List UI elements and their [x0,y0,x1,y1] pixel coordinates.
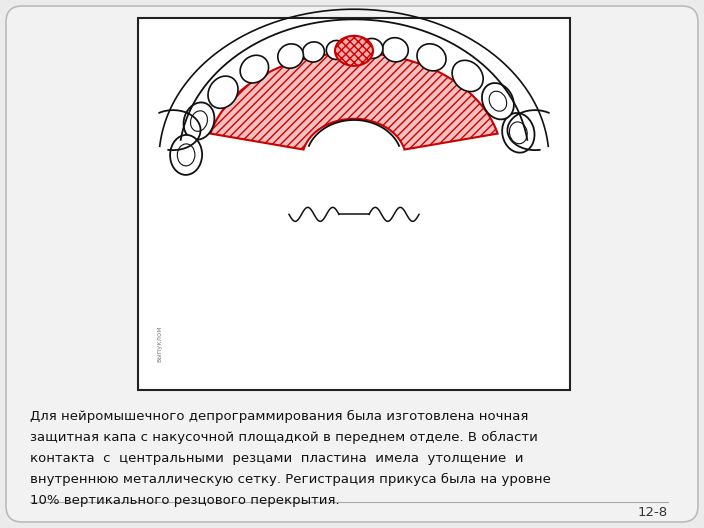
Ellipse shape [177,144,195,166]
Ellipse shape [344,40,364,59]
Ellipse shape [482,83,514,119]
Text: внутреннюю металлическую сетку. Регистрация прикуса была на уровне: внутреннюю металлическую сетку. Регистра… [30,473,551,486]
Ellipse shape [335,36,373,66]
Text: 10% вертикального резцового перекрытия.: 10% вертикального резцового перекрытия. [30,494,339,507]
Ellipse shape [208,76,238,108]
Ellipse shape [240,55,268,83]
Bar [138,18,570,390]
Ellipse shape [382,37,408,62]
Ellipse shape [489,91,507,111]
Text: Для нейромышечного депрограммирования была изготовлена ночная: Для нейромышечного депрограммирования бы… [30,410,529,423]
Ellipse shape [327,41,346,60]
Ellipse shape [278,44,303,68]
Text: 12-8: 12-8 [638,506,668,519]
FancyBboxPatch shape [6,6,698,522]
Ellipse shape [510,122,527,144]
Ellipse shape [502,113,534,153]
Text: защитная капа с накусочной площадкой в переднем отделе. В области: защитная капа с накусочной площадкой в п… [30,431,538,444]
Ellipse shape [361,39,383,59]
Ellipse shape [452,60,483,91]
Ellipse shape [170,135,202,175]
Text: контакта  с  центральными  резцами  пластина  имела  утолщение  и: контакта с центральными резцами пластина… [30,452,524,465]
Ellipse shape [417,44,446,71]
Ellipse shape [303,42,325,62]
Polygon shape [210,53,498,149]
Ellipse shape [184,102,215,140]
Ellipse shape [191,111,208,131]
Text: выпуклом: выпуклом [156,325,162,362]
